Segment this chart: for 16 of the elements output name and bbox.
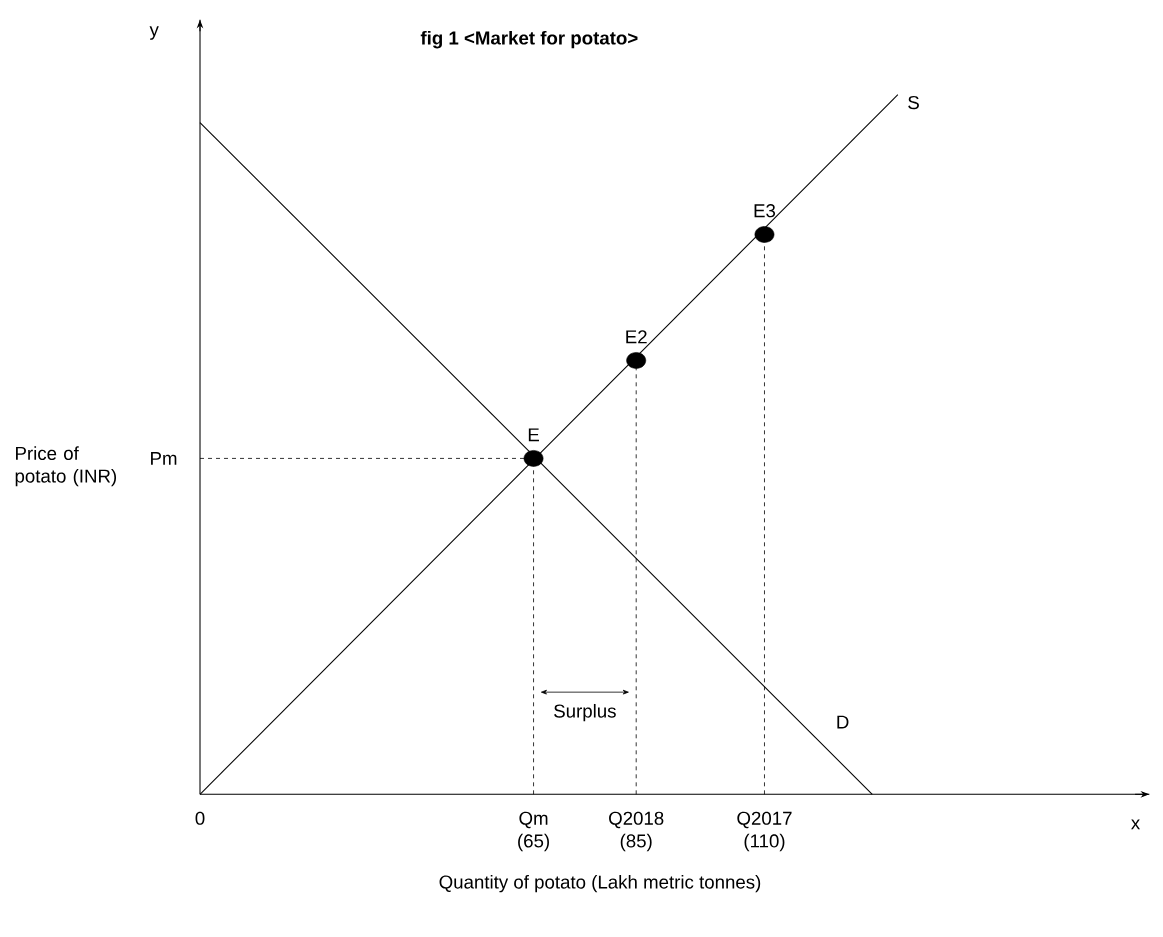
- text: x: [1131, 819, 1140, 830]
- series-label: S: [908, 95, 919, 110]
- ref-line-label: Pm: [151, 452, 177, 465]
- chart-title: fig 1 <Market for potato>: [420, 30, 638, 49]
- series-label: D: [837, 715, 849, 729]
- annotation: E3: [754, 204, 776, 218]
- text: y: [149, 26, 159, 40]
- annotation: Surplus: [554, 703, 616, 722]
- annotation: E2: [626, 330, 647, 344]
- x-tick-label: Q2017 (110): [737, 811, 792, 852]
- x-tick-label: Qm (65): [518, 811, 549, 852]
- x-tick-label: 0: [195, 811, 205, 825]
- x-axis-title: Quantity of potato (Lakh metric tonnes): [439, 874, 761, 893]
- y-axis-title: Price of potato (INR): [15, 446, 117, 487]
- x-tick-label: Q2018 (85): [609, 811, 664, 852]
- annotation: E: [528, 428, 539, 442]
